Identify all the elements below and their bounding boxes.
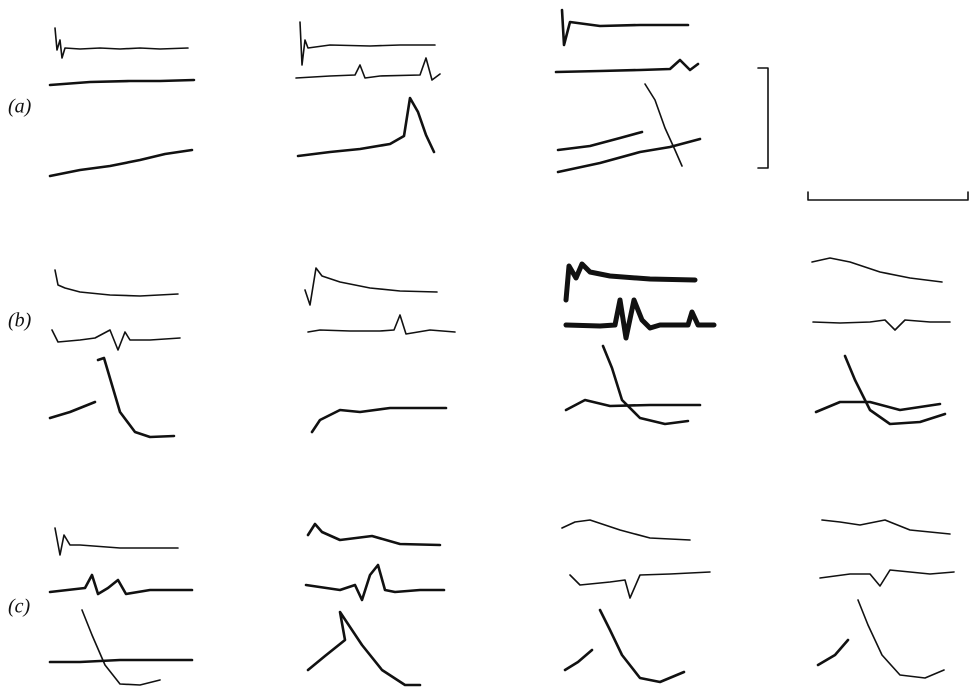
- traces-a: [50, 10, 700, 176]
- traces-c: [50, 520, 954, 685]
- panel-label: (c): [8, 596, 31, 618]
- scale-bars: [758, 68, 968, 200]
- figure: (a) (b) (c): [0, 0, 972, 698]
- panel-label: (a): [8, 96, 32, 118]
- panel-label: (b): [8, 310, 32, 332]
- traces-b: [50, 258, 950, 437]
